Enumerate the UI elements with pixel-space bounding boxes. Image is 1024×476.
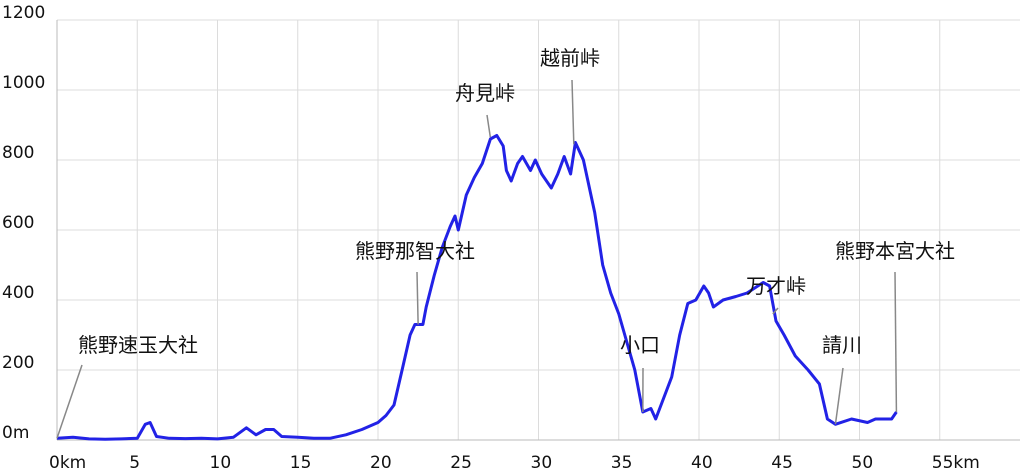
leader-line [894,271,898,413]
elevation-line [56,134,898,441]
annotation: 越前峠 [540,46,600,70]
y-tick-label: 1000 [2,73,45,93]
x-tick-label: 35 [611,453,633,473]
y-tick-label: 200 [2,353,34,373]
x-tick-label: 55km [932,453,980,473]
y-tick-label: 400 [2,283,34,303]
x-tick-label: 5 [129,453,140,473]
leader-line [772,307,779,315]
y-tick-label: 1200 [2,3,45,23]
annotation: 小口 [620,333,660,357]
y-tick-label: 0m [2,423,29,443]
annotation: 熊野速玉大社 [78,333,198,357]
y-tick-label: 600 [2,213,34,233]
leader-line [486,114,492,138]
x-tick-label: 50 [852,453,874,473]
x-tick-label: 45 [771,453,793,473]
annotation: 請川 [822,333,862,357]
x-tick-label: 30 [531,453,553,473]
annotation: 熊野本宮大社 [835,239,955,263]
x-tick-label: 25 [450,453,472,473]
x-tick-label: 20 [370,453,392,473]
x-tick-label: 40 [691,453,713,473]
leader-line [416,271,419,325]
x-tick-label: 10 [210,453,232,473]
leader-line [571,79,575,145]
leader-line [56,364,83,439]
annotation: 熊野那智大社 [355,239,475,263]
annotation: 万才峠 [746,274,806,298]
x-tick-label: 15 [290,453,312,473]
x-tick-label: 0km [49,453,86,473]
y-tick-label: 800 [2,143,34,163]
leader-line [834,367,844,425]
annotation: 舟見峠 [455,81,515,105]
